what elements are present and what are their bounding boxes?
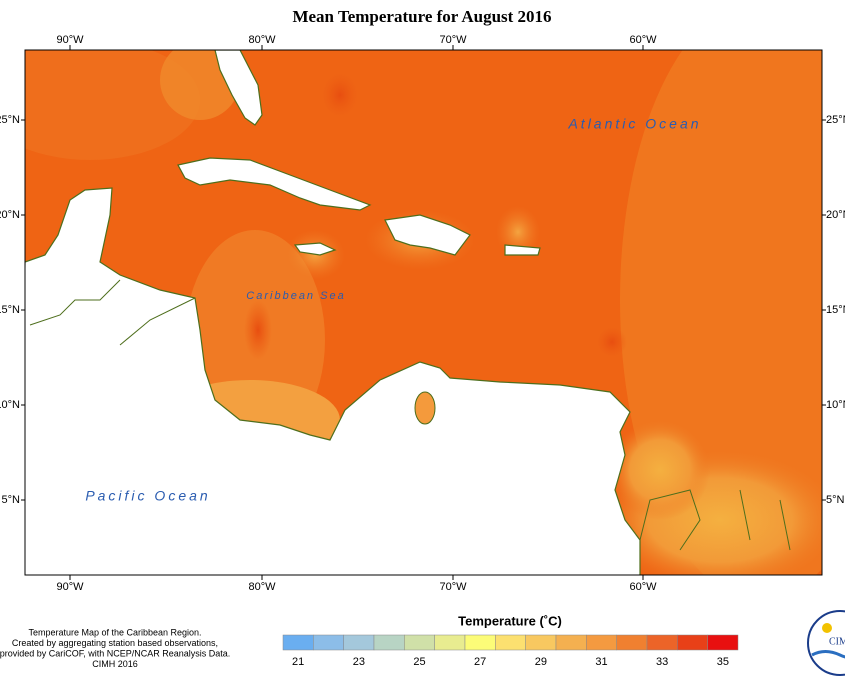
colorbar-swatch	[282, 634, 314, 651]
logo	[807, 610, 845, 676]
longitude-label: 60°W	[629, 581, 657, 593]
map-area: Atlantic Ocean Caribbean Sea Pacific Oce…	[25, 50, 822, 575]
borders	[29, 279, 791, 551]
longitude-label: 90°W	[56, 34, 84, 46]
logo-wave	[811, 650, 845, 659]
colorbar-swatch	[434, 634, 466, 651]
footer-line: provided by CariCOF, with NCEP/NCAR Rean…	[0, 648, 230, 658]
colorbar-swatch	[343, 634, 375, 651]
colorbar-tick-label: 21	[292, 656, 304, 668]
colorbar-swatch	[373, 634, 405, 651]
footer-line: Created by aggregating station based obs…	[12, 638, 218, 648]
latitude-label: 20°N	[0, 209, 20, 221]
temperature-zone	[244, 300, 272, 360]
footer-line: Temperature Map of the Caribbean Region.	[28, 627, 201, 637]
longitude-label: 60°W	[629, 34, 657, 46]
colorbar-tick-label: 29	[535, 656, 547, 668]
temperature-zone	[597, 327, 627, 357]
latitude-label: 5°N	[826, 494, 845, 506]
latitude-label: 5°N	[2, 494, 21, 506]
jamaica	[293, 242, 337, 256]
colorbar: Temperature (˚C) 21 23 25 27 29 31 33 35	[282, 613, 739, 668]
colorbar-swatch	[404, 634, 435, 651]
colorbar-swatch	[707, 634, 739, 651]
logo-text: CIMH	[829, 636, 845, 647]
latitude-label: 15°N	[0, 304, 20, 316]
footer: Temperature Map of the Caribbean Region.…	[0, 627, 230, 669]
map-frame	[24, 49, 823, 576]
latitude-label: 25°N	[826, 114, 845, 126]
longitude-label: 80°W	[248, 581, 276, 593]
ocean-label: Pacific Ocean	[85, 488, 210, 504]
florida	[214, 50, 263, 126]
latitude-label: 10°N	[826, 399, 845, 411]
logo-sun	[822, 623, 832, 633]
colorbar-swatch	[646, 634, 678, 651]
longitude-label: 80°W	[248, 34, 276, 46]
landmass	[25, 187, 641, 575]
lake	[414, 391, 436, 425]
colorbar-title: Temperature (˚C)	[458, 613, 562, 628]
footer-line: CIMH 2016	[92, 659, 138, 669]
latitude-label: 15°N	[826, 304, 845, 316]
colorbar-swatch	[313, 634, 344, 651]
ocean-label: Caribbean Sea	[246, 290, 345, 302]
colorbar-swatch	[495, 634, 526, 651]
longitude-label: 70°W	[439, 581, 467, 593]
colorbar-swatch	[586, 634, 617, 651]
colorbar-tick-label: 33	[656, 656, 668, 668]
longitude-label: 70°W	[439, 34, 467, 46]
colorbar-tick-label: 31	[595, 656, 607, 668]
puerto-rico	[504, 244, 541, 256]
colorbar-swatch	[555, 634, 587, 651]
colorbar-tick-label: 27	[474, 656, 486, 668]
colorbar-tick-label: 35	[717, 656, 729, 668]
temperature-zone	[25, 50, 200, 160]
colorbar-swatch	[525, 634, 557, 651]
temperature-zone	[610, 420, 710, 520]
colorbar-tick-label: 23	[353, 656, 365, 668]
temperature-zone	[322, 73, 358, 117]
map-title: Mean Temperature for August 2016	[292, 7, 551, 26]
colorbar-tick-label: 25	[413, 656, 425, 668]
latitude-label: 25°N	[0, 114, 20, 126]
colorbar-swatch	[616, 634, 648, 651]
temperature-zone	[285, 230, 345, 280]
colorbar-swatch	[464, 634, 496, 651]
hispaniola	[384, 214, 471, 256]
longitude-label: 90°W	[56, 581, 84, 593]
cuba	[177, 157, 372, 211]
ocean-label: Atlantic Ocean	[567, 116, 701, 132]
latitude-label: 20°N	[826, 209, 845, 221]
graticule-labels: 90°W 90°W 80°W 80°W 70°W 70°W 60°W 60°W 25°N 25°N…	[0, 34, 845, 593]
colorbar-swatch	[677, 634, 708, 651]
latitude-label: 10°N	[0, 399, 20, 411]
